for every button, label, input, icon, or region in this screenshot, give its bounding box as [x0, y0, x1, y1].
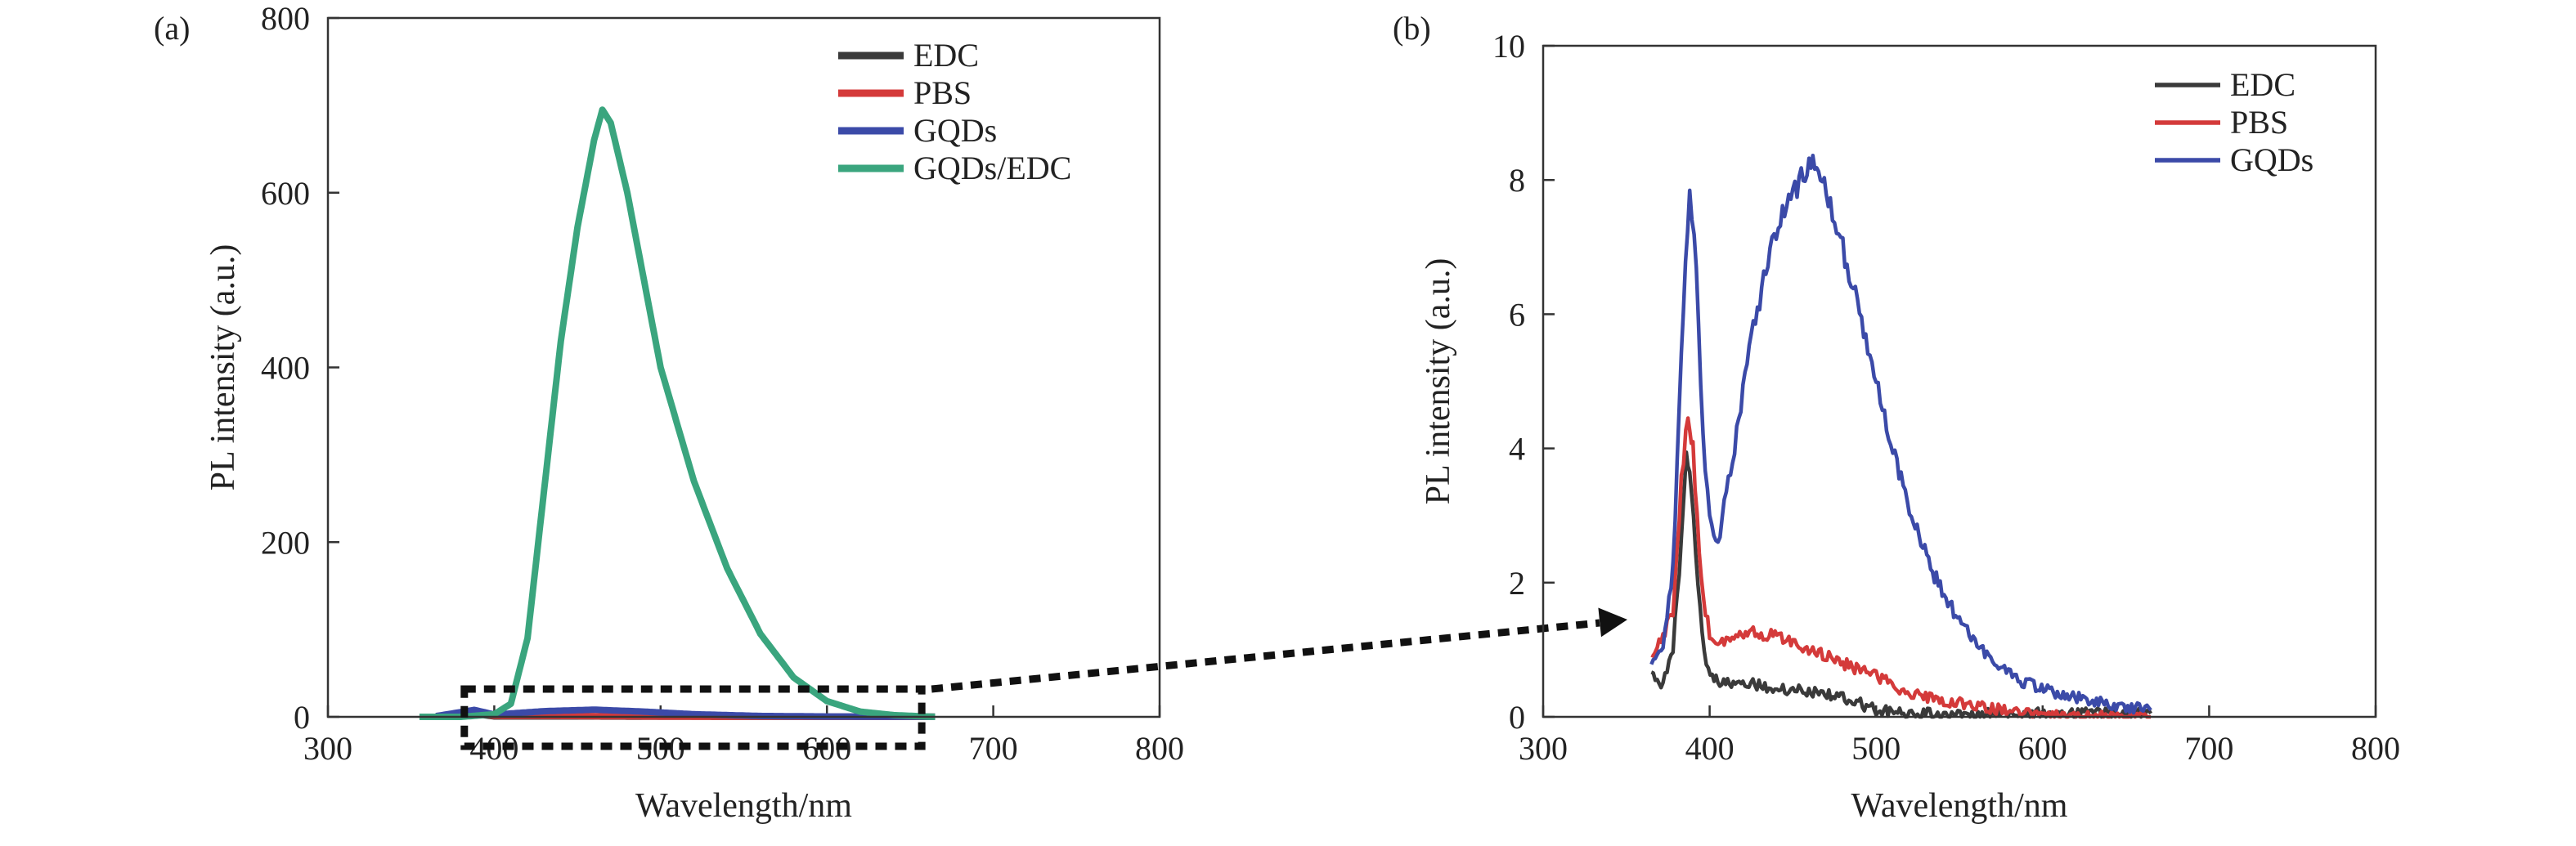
series-line-gqds [1649, 153, 2152, 715]
legend-entry-label: GQDs/EDC [913, 150, 1071, 186]
panel-b-x-axis-label: Wavelength/nm [1851, 787, 2068, 825]
legend-entry-label: EDC [2230, 66, 2296, 103]
panel-b-plot-frame [1542, 44, 2377, 718]
x-tick-label: 700 [2184, 730, 2233, 767]
x-tick-label: 300 [1519, 730, 1568, 767]
y-tick-label: 200 [261, 524, 310, 561]
zoom-arrow [931, 619, 1600, 693]
x-tick-label: 400 [1685, 730, 1735, 767]
legend-entry-label: PBS [913, 74, 972, 111]
panel-b-ticks: 300 400 500 600 700 800 0 2 4 6 8 10 [1492, 28, 2400, 767]
legend-entry-label: GQDs [913, 112, 997, 149]
y-tick-label: 400 [261, 350, 310, 387]
x-tick-label: 600 [2018, 730, 2067, 767]
y-tick-label: 10 [1492, 28, 1525, 65]
y-tick-label: 8 [1509, 162, 1525, 199]
panel-b: (b) 300 400 500 600 700 800 0 2 4 6 8 10 EDCPBSGQDs… [1393, 10, 2400, 825]
zoom-arrow-head [1598, 607, 1627, 638]
legend-entry-label: PBS [2230, 104, 2288, 141]
x-tick-label: 800 [2351, 730, 2400, 767]
y-tick-label: 0 [1509, 699, 1525, 736]
legend-entry-label: GQDs [2230, 141, 2313, 178]
y-tick-label: 600 [261, 175, 310, 212]
panel-b-series [1649, 153, 2153, 719]
panel-b-label: (b) [1393, 10, 1431, 47]
panel-a-plot-frame [326, 16, 1161, 718]
panel-b-y-axis-label: PL intensity (a.u.) [1420, 258, 1457, 505]
series-line-gqds-edc [418, 106, 936, 720]
panel-a-x-axis-label: Wavelength/nm [635, 787, 852, 825]
x-tick-label: 500 [1851, 730, 1901, 767]
panel-a-label: (a) [154, 10, 190, 47]
x-tick-label: 700 [969, 730, 1018, 767]
series-line-pbs [1650, 416, 2152, 719]
y-tick-label: 800 [261, 0, 310, 37]
legend-entry-label: EDC [913, 37, 979, 74]
x-tick-label: 300 [303, 730, 352, 767]
y-tick-label: 0 [294, 699, 310, 736]
panel-a-y-axis-label: PL intensity (a.u.) [204, 244, 242, 491]
panel-a-series [418, 106, 936, 720]
y-tick-label: 4 [1509, 431, 1525, 468]
y-tick-label: 2 [1509, 565, 1525, 602]
y-tick-label: 6 [1509, 296, 1525, 333]
x-tick-label: 800 [1135, 730, 1184, 767]
